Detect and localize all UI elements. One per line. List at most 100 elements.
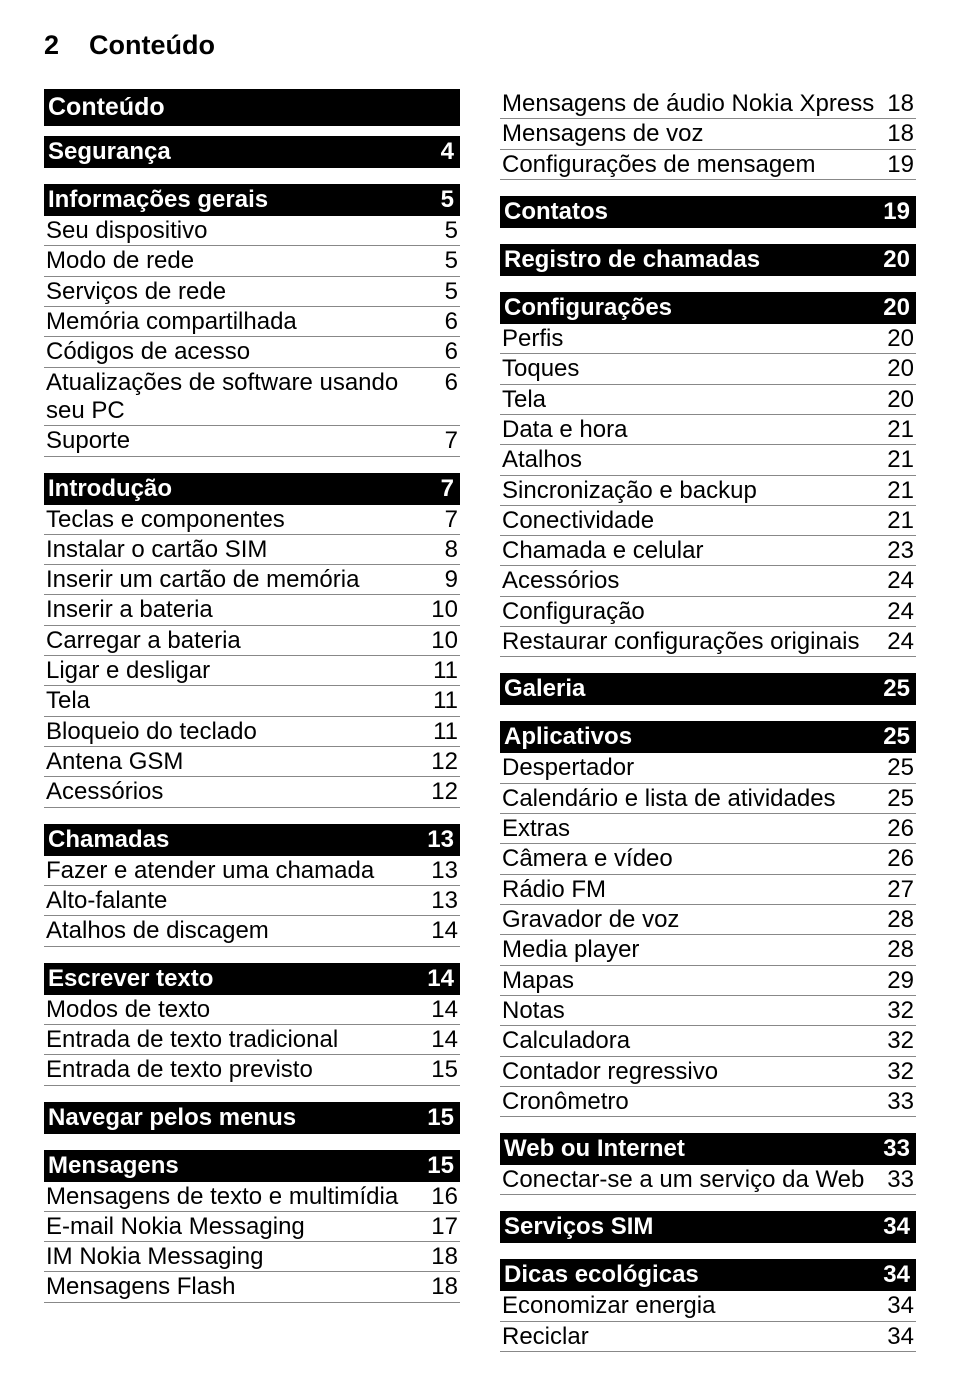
toc-entry[interactable]: Câmera e vídeo26 — [500, 844, 916, 874]
toc-section-page: 34 — [875, 1261, 910, 1289]
toc-section-header[interactable]: Contatos19 — [500, 196, 916, 228]
toc-entry[interactable]: Tela11 — [44, 686, 460, 716]
toc-entry-page: 20 — [887, 386, 914, 414]
toc-entry[interactable]: Bloqueio do teclado11 — [44, 717, 460, 747]
toc-entry[interactable]: Data e hora21 — [500, 415, 916, 445]
toc-entry[interactable]: Notas32 — [500, 996, 916, 1026]
toc-entry[interactable]: Entrada de texto previsto15 — [44, 1055, 460, 1085]
toc-entry[interactable]: E-mail Nokia Messaging17 — [44, 1212, 460, 1242]
toc-entry-page: 34 — [887, 1323, 914, 1351]
toc-entry[interactable]: Atalhos de discagem14 — [44, 916, 460, 946]
toc-entry[interactable]: Códigos de acesso6 — [44, 337, 460, 367]
toc-entry-label: Mensagens de voz — [502, 120, 887, 148]
toc-entry[interactable]: Calendário e lista de atividades25 — [500, 784, 916, 814]
toc-entry[interactable]: Mensagens de texto e multimídia16 — [44, 1182, 460, 1212]
toc-entry[interactable]: Acessórios24 — [500, 566, 916, 596]
toc-entry[interactable]: Rádio FM27 — [500, 875, 916, 905]
page-number: 2 — [44, 30, 59, 60]
toc-section-page: 14 — [419, 965, 454, 993]
toc-section-header[interactable]: Web ou Internet33 — [500, 1133, 916, 1165]
toc-section-header[interactable]: Serviços SIM34 — [500, 1211, 916, 1243]
toc-entry[interactable]: Mapas29 — [500, 966, 916, 996]
toc-section-label: Configurações — [504, 294, 875, 322]
toc-entry-label: Perfis — [502, 325, 887, 353]
toc-section-label: Chamadas — [48, 826, 419, 854]
toc-entry[interactable]: Memória compartilhada6 — [44, 307, 460, 337]
toc-entry-label: Rádio FM — [502, 876, 887, 904]
toc-entry[interactable]: Suporte7 — [44, 426, 460, 456]
toc-entry[interactable]: Atualizações de software usando seu PC6 — [44, 368, 460, 427]
toc-entry[interactable]: Ligar e desligar11 — [44, 656, 460, 686]
toc-entry[interactable]: Extras26 — [500, 814, 916, 844]
toc-section-header[interactable]: Configurações20 — [500, 292, 916, 324]
toc-entry[interactable]: Sincronização e backup21 — [500, 476, 916, 506]
toc-section-page: 33 — [875, 1135, 910, 1163]
toc-section-header[interactable]: Informações gerais5 — [44, 184, 460, 216]
toc-entry[interactable]: Conectar-se a um serviço da Web33 — [500, 1165, 916, 1195]
toc-entry-page: 18 — [431, 1243, 458, 1271]
toc-entry[interactable]: Tela20 — [500, 385, 916, 415]
toc-entry[interactable]: Alto-falante13 — [44, 886, 460, 916]
toc-entry[interactable]: Gravador de voz28 — [500, 905, 916, 935]
toc-entry[interactable]: Calculadora32 — [500, 1026, 916, 1056]
toc-entry-label: Gravador de voz — [502, 906, 887, 934]
toc-section-header[interactable]: Registro de chamadas20 — [500, 244, 916, 276]
toc-entry[interactable]: Atalhos21 — [500, 445, 916, 475]
toc-entry[interactable]: Contador regressivo32 — [500, 1057, 916, 1087]
toc-entry-page: 18 — [431, 1273, 458, 1301]
toc-entry-label: Chamada e celular — [502, 537, 887, 565]
toc-entry[interactable]: Perfis20 — [500, 324, 916, 354]
toc-entry-label: Entrada de texto tradicional — [46, 1026, 431, 1054]
toc-entry-page: 14 — [431, 996, 458, 1024]
toc-entry[interactable]: Configuração24 — [500, 597, 916, 627]
toc-entry[interactable]: Configurações de mensagem19 — [500, 150, 916, 180]
toc-entry[interactable]: Economizar energia34 — [500, 1291, 916, 1321]
toc-entry[interactable]: Despertador25 — [500, 753, 916, 783]
toc-entry[interactable]: Inserir um cartão de memória9 — [44, 565, 460, 595]
toc-entry[interactable]: Cronômetro33 — [500, 1087, 916, 1117]
toc-section-label: Registro de chamadas — [504, 246, 875, 274]
toc-entry[interactable]: Acessórios12 — [44, 777, 460, 807]
toc-entry[interactable]: Serviços de rede5 — [44, 277, 460, 307]
toc-section-header[interactable]: Navegar pelos menus15 — [44, 1102, 460, 1134]
toc-section-header[interactable]: Aplicativos25 — [500, 721, 916, 753]
toc-section-header[interactable]: Escrever texto14 — [44, 963, 460, 995]
toc-entry-page: 18 — [887, 90, 914, 118]
toc-entry[interactable]: Mensagens de áudio Nokia Xpress18 — [500, 89, 916, 119]
toc-section-header[interactable]: Segurança4 — [44, 136, 460, 168]
toc-section-page: 20 — [875, 246, 910, 274]
toc-entry[interactable]: Carregar a bateria10 — [44, 626, 460, 656]
toc-entry[interactable]: Fazer e atender uma chamada13 — [44, 856, 460, 886]
toc-entry[interactable]: Teclas e componentes7 — [44, 505, 460, 535]
toc-entry-label: Fazer e atender uma chamada — [46, 857, 431, 885]
toc-entry[interactable]: Seu dispositivo5 — [44, 216, 460, 246]
toc-entry-label: Teclas e componentes — [46, 506, 445, 534]
toc-entry[interactable]: Media player28 — [500, 935, 916, 965]
toc-entry-label: Mensagens de áudio Nokia Xpress — [502, 90, 887, 118]
toc-section-header[interactable]: Galeria25 — [500, 673, 916, 705]
toc-section-header[interactable]: Introdução7 — [44, 473, 460, 505]
toc-entry[interactable]: Modo de rede5 — [44, 246, 460, 276]
toc-section-header[interactable]: Mensagens15 — [44, 1150, 460, 1182]
toc-section-header[interactable]: Chamadas13 — [44, 824, 460, 856]
toc-entry-label: Tela — [46, 687, 433, 715]
toc-entry[interactable]: Mensagens Flash18 — [44, 1272, 460, 1302]
toc-entry[interactable]: Reciclar34 — [500, 1322, 916, 1352]
toc-entry[interactable]: Restaurar configurações originais24 — [500, 627, 916, 657]
toc-entry[interactable]: Antena GSM12 — [44, 747, 460, 777]
toc-entry[interactable]: Chamada e celular23 — [500, 536, 916, 566]
toc-entry[interactable]: Inserir a bateria10 — [44, 595, 460, 625]
toc-entry[interactable]: Mensagens de voz18 — [500, 119, 916, 149]
toc-entry[interactable]: Modos de texto14 — [44, 995, 460, 1025]
toc-entry[interactable]: Conectividade21 — [500, 506, 916, 536]
toc-entry-page: 27 — [887, 876, 914, 904]
toc-entry-label: Alto-falante — [46, 887, 431, 915]
toc-section-label: Web ou Internet — [504, 1135, 875, 1163]
toc-entry[interactable]: Toques20 — [500, 354, 916, 384]
toc-entry[interactable]: IM Nokia Messaging18 — [44, 1242, 460, 1272]
toc-entry[interactable]: Entrada de texto tradicional14 — [44, 1025, 460, 1055]
toc-entry-page: 24 — [887, 628, 914, 656]
toc-section-header[interactable]: Dicas ecológicas34 — [500, 1259, 916, 1291]
toc-entry[interactable]: Instalar o cartão SIM8 — [44, 535, 460, 565]
toc-section-page: 15 — [419, 1104, 454, 1132]
